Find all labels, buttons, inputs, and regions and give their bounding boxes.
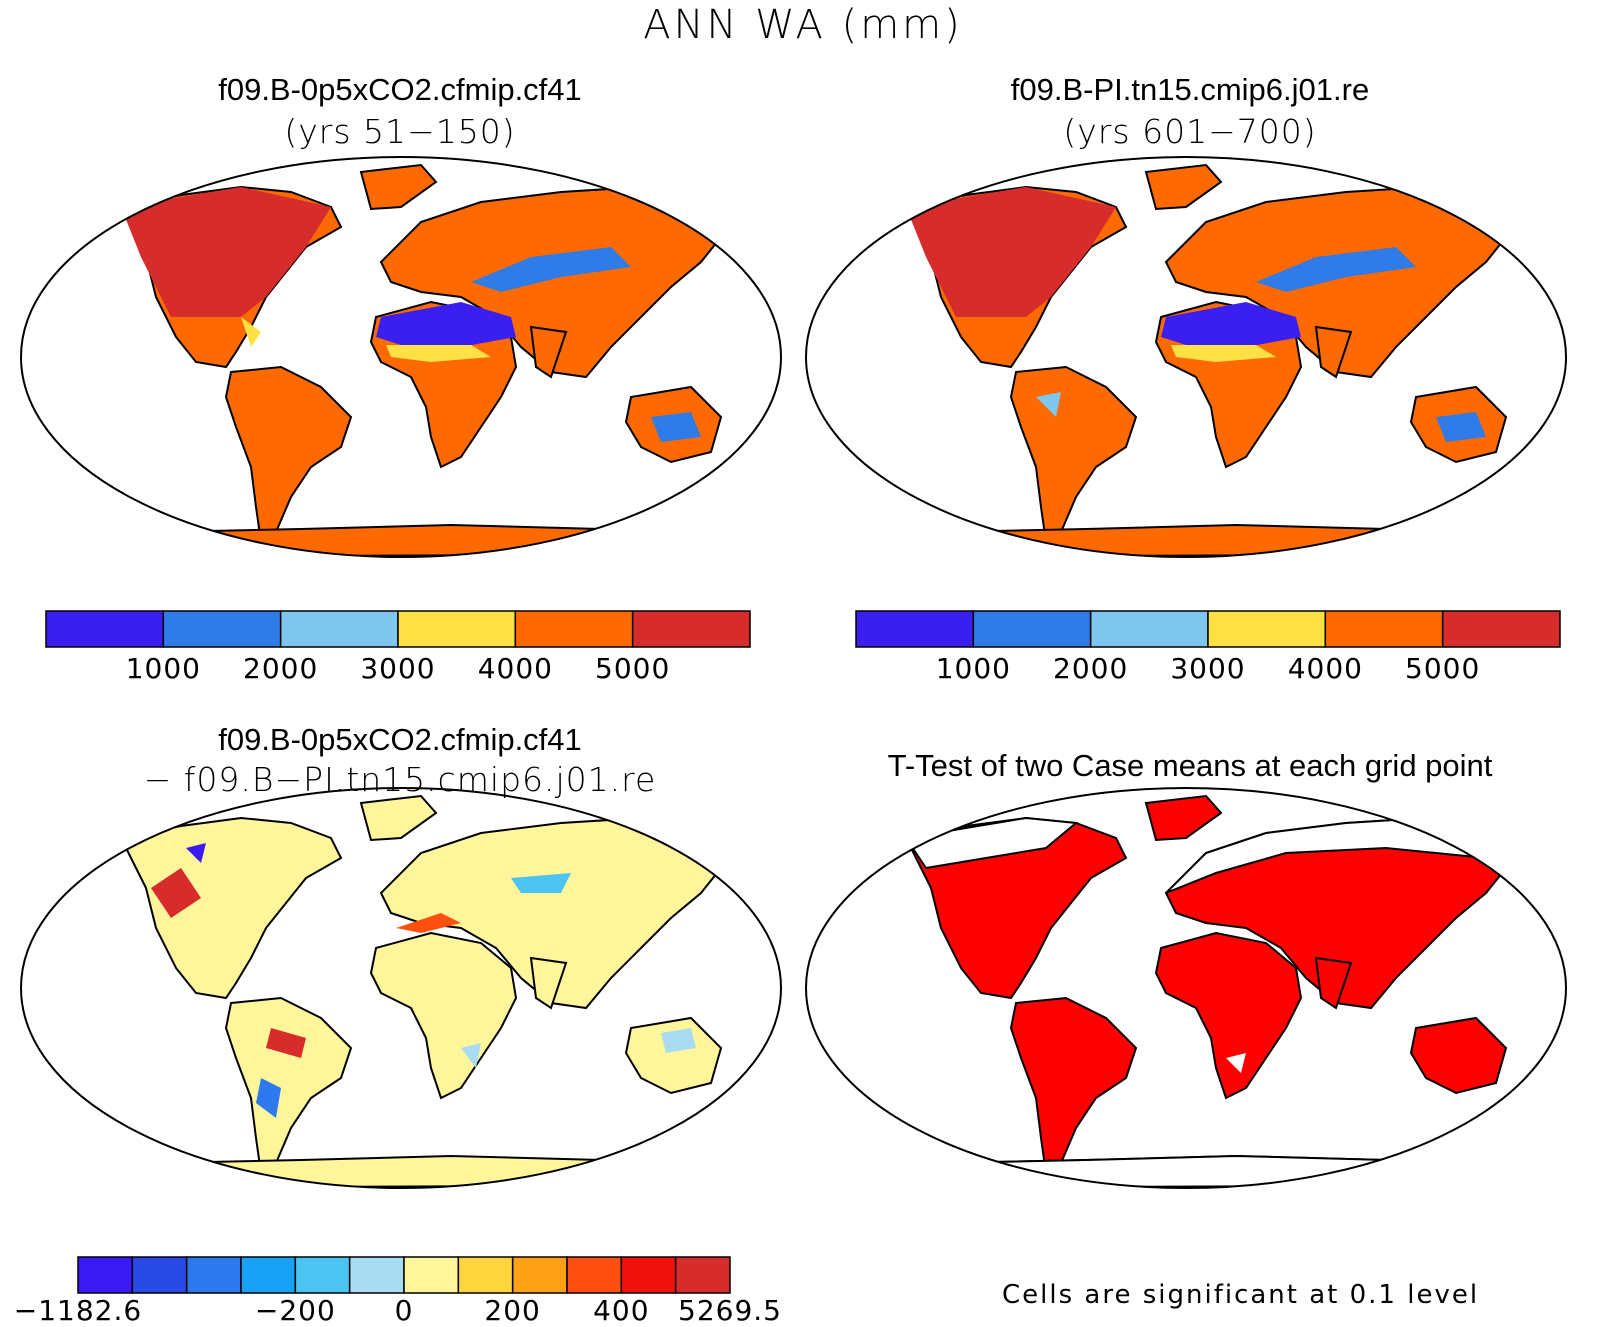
map-panel-2: [805, 156, 1567, 558]
colorbar-tick-label: 200: [484, 1294, 541, 1327]
colorbar-cell: [855, 610, 975, 648]
colorbar-tick-label: 1000: [125, 652, 201, 685]
panel2-title: f09.B-PI.tn15.cmip6.j01.re: [1010, 72, 1370, 107]
colorbar-cell: [514, 610, 634, 648]
colorbar-tick-label: 5000: [595, 652, 671, 685]
map-panel-4: [805, 787, 1567, 1189]
significance-note: Cells are significant at 0.1 level: [1002, 1280, 1480, 1310]
colorbar-cell: [403, 1256, 460, 1294]
panel3-title: f09.B-0p5xCO2.cfmip.cf41: [218, 722, 582, 757]
colorbar-panel-2: [855, 610, 1561, 648]
colorbar-cell: [185, 1256, 242, 1294]
panel2-subtitle: (yrs 601−700): [1063, 112, 1317, 151]
colorbar-tick-label: 2000: [1053, 652, 1129, 685]
colorbar-cell: [674, 1256, 731, 1294]
colorbar-panel-1: [45, 610, 751, 648]
panel1-title: f09.B-0p5xCO2.cfmip.cf41: [218, 72, 582, 107]
map-panel-1: [20, 156, 782, 558]
colorbar-cell: [45, 610, 165, 648]
panel3-subtitle: − f09.B−PI.tn15.cmip6.j01.re: [143, 760, 657, 799]
colorbar-cell: [240, 1256, 297, 1294]
colorbar-cell: [162, 610, 282, 648]
panel1-subtitle: (yrs 51−150): [284, 112, 516, 151]
colorbar-cell: [279, 610, 399, 648]
colorbar-cell: [620, 1256, 677, 1294]
colorbar-tick-label: 5269.5: [678, 1294, 782, 1327]
colorbar-tick-label: 3000: [360, 652, 436, 685]
colorbar-tick-label: −200: [254, 1294, 336, 1327]
colorbar-cell: [348, 1256, 405, 1294]
colorbar-cell: [131, 1256, 188, 1294]
colorbar-tick-label: 4000: [477, 652, 553, 685]
colorbar-tick-label: 400: [593, 1294, 650, 1327]
colorbar-cell: [631, 610, 751, 648]
colorbar-panel-3: [77, 1256, 731, 1294]
colorbar-cell: [566, 1256, 623, 1294]
colorbar-cell: [1324, 610, 1444, 648]
colorbar-cell: [457, 1256, 514, 1294]
figure-title: ANN WA (mm): [643, 2, 963, 48]
map-panel-3: [20, 787, 782, 1189]
colorbar-cell: [1441, 610, 1561, 648]
colorbar-cell: [511, 1256, 568, 1294]
colorbar-tick-label: −1182.6: [13, 1294, 143, 1327]
colorbar-cell: [972, 610, 1092, 648]
colorbar-tick-label: 4000: [1287, 652, 1363, 685]
colorbar-cell: [397, 610, 517, 648]
panel4-title: T-Test of two Case means at each grid po…: [887, 748, 1493, 783]
colorbar-tick-label: 3000: [1170, 652, 1246, 685]
colorbar-tick-label: 0: [394, 1294, 414, 1327]
colorbar-tick-label: 1000: [935, 652, 1011, 685]
colorbar-tick-label: 2000: [243, 652, 319, 685]
colorbar-cell: [1089, 610, 1209, 648]
colorbar-cell: [77, 1256, 134, 1294]
colorbar-tick-label: 5000: [1405, 652, 1481, 685]
colorbar-cell: [1207, 610, 1327, 648]
colorbar-cell: [294, 1256, 351, 1294]
